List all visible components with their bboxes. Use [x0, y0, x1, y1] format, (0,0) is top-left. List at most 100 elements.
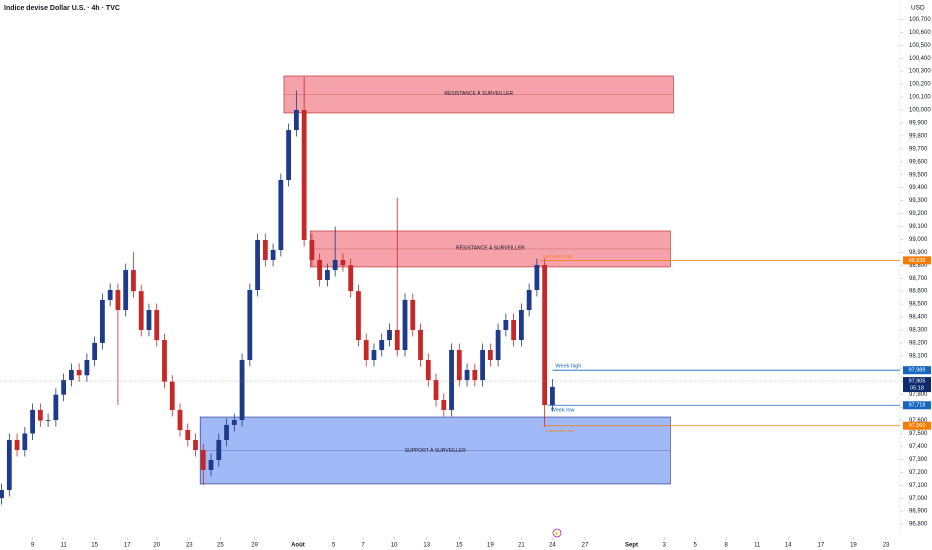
candle-body [131, 270, 136, 292]
candle-body [542, 265, 548, 406]
x-tick-label: 15 [91, 543, 98, 549]
y-tick-label: 98,700 [909, 276, 928, 282]
level-name: Week low [551, 408, 575, 414]
candle-body [92, 342, 98, 360]
x-tick-label: 23 [883, 543, 890, 549]
current-price-tag [903, 377, 931, 393]
y-tick-label: 100,600 [909, 30, 931, 36]
candle-body [418, 329, 423, 360]
candle-body [185, 429, 191, 440]
candle-body [30, 409, 35, 434]
y-tick-label: 99,100 [909, 224, 928, 230]
candle-body [356, 291, 361, 341]
x-tick-label: 11 [61, 543, 68, 549]
x-tick-label: 5 [332, 543, 336, 549]
candle-body [146, 310, 152, 330]
price-tag-label: 97,560 [909, 423, 926, 429]
candle-body [410, 299, 416, 330]
y-tick-label: 99,000 [909, 237, 928, 243]
candle-body [216, 439, 222, 461]
y-tick-label: 97,000 [909, 496, 928, 502]
candle-body [76, 369, 82, 376]
candle-body [208, 460, 214, 470]
zone-label: RESISTANCE À SURVEILLER [444, 90, 513, 97]
candle-body [262, 240, 268, 260]
chart-title: Indice devise Dollar U.S. · 4h · TVC [4, 5, 120, 12]
y-tick-label: 100,200 [909, 82, 931, 88]
candle-body [340, 259, 346, 266]
y-tick-label: 99,500 [909, 172, 928, 178]
x-tick-label: 13 [423, 543, 430, 549]
candle-body [100, 299, 105, 343]
y-tick-label: 98,200 [909, 340, 928, 346]
candle-body [402, 299, 408, 351]
candle-body [464, 369, 470, 381]
candle-body [456, 350, 462, 381]
y-tick-label: 99,600 [909, 159, 928, 165]
currency: USD [911, 5, 925, 12]
candle-body [293, 109, 299, 131]
y-tick-label: 97,600 [909, 418, 928, 424]
y-tick-label: 97,400 [909, 444, 928, 450]
x-tick-label: 15 [456, 543, 463, 549]
candle-body [503, 320, 509, 330]
candle-body [162, 340, 167, 382]
candle-body [255, 240, 260, 290]
price-tag-label: 98,838 [909, 258, 926, 264]
candle-body [154, 310, 160, 341]
candle-body [394, 329, 400, 351]
x-tick-label: 25 [217, 543, 224, 549]
y-tick-label: 96,800 [909, 522, 928, 528]
candle-body [309, 240, 315, 260]
candle-body [301, 109, 307, 241]
candle-body [169, 381, 175, 410]
x-tick-label: 9 [31, 543, 35, 549]
y-tick-label: 97,300 [909, 457, 928, 463]
y-tick-label: 97,100 [909, 483, 928, 489]
candle-body [115, 289, 121, 311]
candle-body [317, 259, 323, 281]
y-tick-label: 100,700 [909, 17, 931, 23]
candle-body [332, 259, 338, 271]
candle-body [387, 329, 392, 341]
candle-body [123, 270, 129, 311]
price-tag [903, 421, 931, 430]
y-tick-label: 100,500 [909, 43, 931, 49]
x-tick-label: 7 [361, 543, 365, 549]
candle-body [472, 369, 478, 381]
x-tick-label: 27 [582, 543, 589, 549]
y-tick-label: 96,900 [909, 509, 928, 515]
candle-body [200, 450, 206, 470]
candle-body [247, 289, 253, 360]
x-tick-label: 21 [518, 543, 525, 549]
event-icon-glyph: ⚡ [554, 530, 560, 537]
y-tick-label: 99,800 [909, 133, 928, 139]
level-name: Week high [555, 364, 581, 370]
candle-body [177, 409, 183, 430]
y-tick-label: 99,400 [909, 185, 928, 191]
candle-body [270, 249, 276, 260]
x-tick-label: 14 [785, 543, 792, 549]
candle-body [138, 291, 144, 330]
price-tag-label: 97,718 [909, 403, 926, 409]
zone-label: SUPPORT À SURVEILLER [405, 447, 467, 454]
price-tag [903, 256, 931, 265]
candle-body [37, 409, 43, 421]
candle-body [379, 340, 385, 351]
candle-body [371, 350, 377, 360]
candle-body [22, 433, 28, 451]
candle-body [68, 369, 74, 381]
y-tick-label: 100,400 [909, 56, 931, 62]
event-icon[interactable] [552, 528, 562, 538]
candle-body [286, 130, 292, 180]
candle-body [0, 490, 4, 499]
candle-body [45, 420, 51, 421]
y-tick-label: 97,200 [909, 470, 928, 476]
level-name: Last week's high [543, 253, 572, 258]
y-tick-label: 99,300 [909, 198, 928, 204]
countdown: 05:18 [910, 386, 924, 392]
x-tick-label: 19 [850, 543, 857, 549]
y-tick-label: 97,800 [909, 392, 928, 398]
x-tick-label: 17 [818, 543, 825, 549]
candle-body [480, 350, 485, 381]
